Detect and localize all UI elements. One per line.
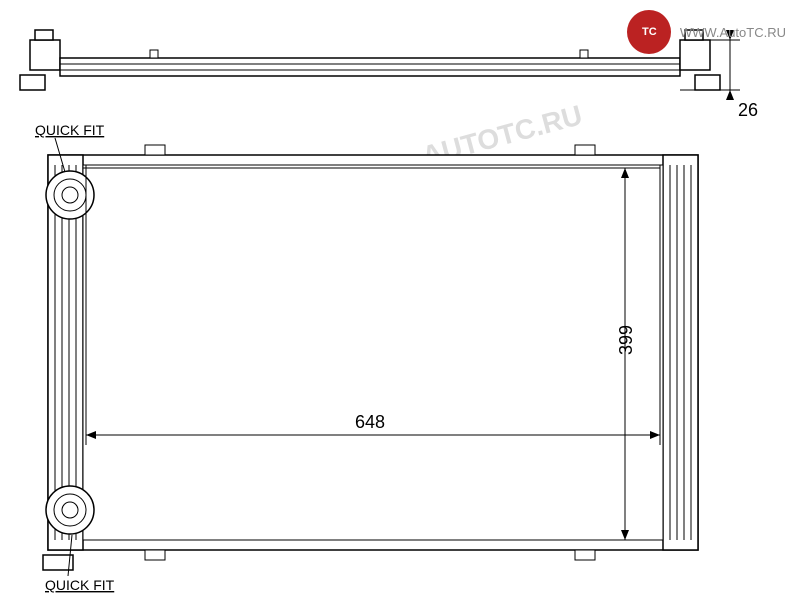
logo-block: TC WWW.AutoTC.RU xyxy=(627,10,786,54)
thickness-value: 26 xyxy=(738,100,758,120)
diagram-container: AUTOTC.RU AUTOTC.RU AUTOTC.RU AUTOTC.RU … xyxy=(0,0,796,600)
quick-fit-label-bottom: QUICK FIT xyxy=(45,577,115,593)
width-value: 648 xyxy=(355,412,385,432)
top-view xyxy=(20,30,720,90)
logo-icon: TC xyxy=(627,10,671,54)
height-value: 399 xyxy=(616,325,636,355)
source-url: WWW.AutoTC.RU xyxy=(680,25,786,40)
front-view xyxy=(43,145,698,570)
technical-drawing: 26 QUICK FIT QUICK FIT 648 399 xyxy=(0,0,796,600)
quick-fit-label-top: QUICK FIT xyxy=(35,122,105,138)
